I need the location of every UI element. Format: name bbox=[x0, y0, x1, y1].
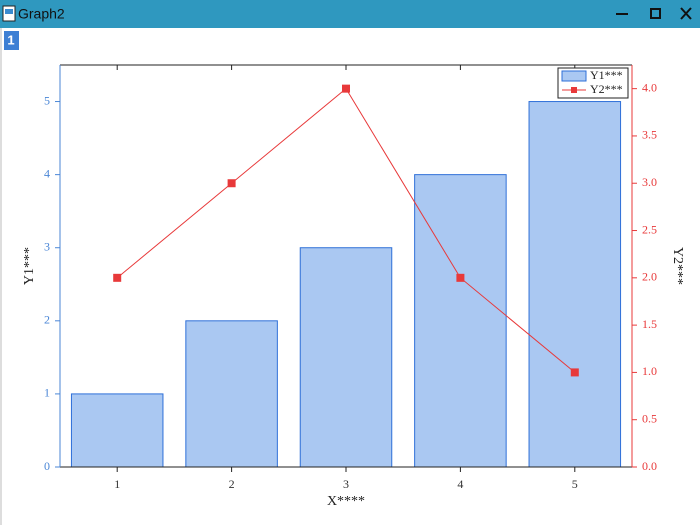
y-tick-label: 5 bbox=[44, 93, 50, 107]
bar bbox=[528, 101, 622, 468]
app-icon-detail bbox=[5, 9, 13, 14]
layer-tab[interactable] bbox=[4, 31, 19, 50]
x-axis-title: X**** bbox=[327, 494, 365, 509]
y2-tick-label: 0.0 bbox=[642, 459, 657, 473]
close-button[interactable] bbox=[680, 7, 692, 20]
y-tick-label: 3 bbox=[44, 239, 50, 253]
y2-tick-label: 0.5 bbox=[642, 411, 657, 425]
title-bar bbox=[0, 0, 700, 28]
y-axis-title: Y1*** bbox=[22, 247, 37, 285]
y-tick-label: 0 bbox=[44, 459, 50, 473]
y2-tick-label: 3.0 bbox=[642, 175, 657, 189]
y2-tick-label: 3.5 bbox=[642, 128, 657, 142]
x-tick-label: 2 bbox=[229, 477, 235, 491]
legend-label: Y2*** bbox=[590, 82, 623, 96]
y2-tick-label: 2.5 bbox=[642, 222, 657, 236]
bar bbox=[70, 393, 164, 468]
legend-box bbox=[557, 67, 629, 99]
y2-tick-label: 4.0 bbox=[642, 80, 657, 94]
y-tick-label: 2 bbox=[44, 313, 50, 327]
bar bbox=[414, 174, 507, 468]
y2-tick-label: 1.0 bbox=[642, 364, 657, 378]
maximize-button[interactable] bbox=[650, 8, 661, 19]
y-tick-label: 1 bbox=[44, 386, 50, 400]
y-tick-label: 4 bbox=[44, 166, 50, 180]
x-tick-label: 4 bbox=[457, 477, 463, 491]
legend-swatch bbox=[561, 70, 587, 82]
plot: 1 2 3 4 5 0 1 2 3 4 5 0.0 0.5 1.0 1.5 2.0 2.5 3.0 3.5 4.0 X*… bbox=[22, 64, 685, 509]
y2-tick-label: 2.0 bbox=[642, 270, 657, 284]
y2-tick-label: 1.5 bbox=[642, 317, 657, 331]
x-tick-label: 5 bbox=[572, 477, 578, 491]
x-tick-label: 1 bbox=[114, 477, 120, 491]
window-title: Graph2 bbox=[18, 6, 65, 22]
marker bbox=[113, 273, 122, 282]
marker bbox=[227, 179, 236, 188]
layer-number: 1 bbox=[7, 32, 14, 47]
legend-swatch-marker bbox=[571, 87, 577, 93]
legend-label: Y1*** bbox=[590, 68, 623, 82]
bar bbox=[185, 320, 278, 468]
y2-axis-title: Y2*** bbox=[670, 247, 685, 285]
x-tick-label: 3 bbox=[343, 477, 349, 491]
marker bbox=[456, 273, 465, 282]
marker bbox=[342, 84, 350, 93]
marker bbox=[570, 368, 579, 377]
bar bbox=[299, 247, 393, 468]
